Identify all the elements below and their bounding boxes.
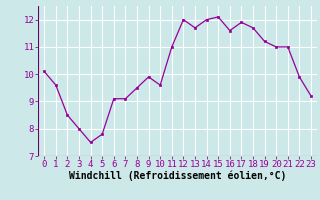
X-axis label: Windchill (Refroidissement éolien,°C): Windchill (Refroidissement éolien,°C) <box>69 171 286 181</box>
